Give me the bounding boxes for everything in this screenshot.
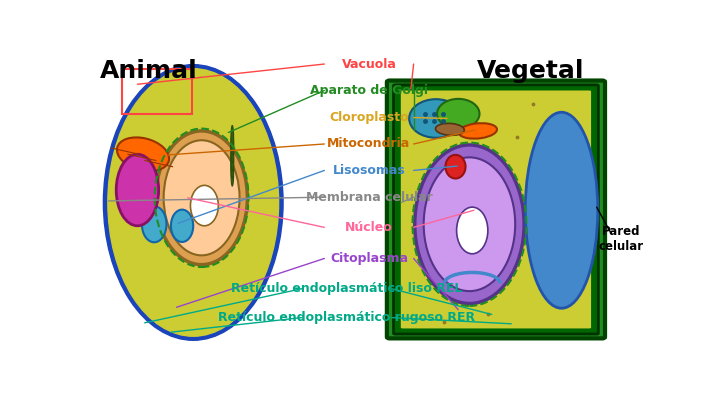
Ellipse shape — [423, 157, 516, 291]
Text: Cloroplasto: Cloroplasto — [329, 111, 409, 124]
Text: Mitocondria: Mitocondria — [328, 137, 410, 150]
Ellipse shape — [231, 157, 234, 186]
Bar — [122, 69, 192, 114]
FancyBboxPatch shape — [387, 80, 605, 339]
FancyBboxPatch shape — [401, 90, 591, 328]
Ellipse shape — [456, 207, 488, 254]
Text: Lisosomas: Lisosomas — [333, 164, 405, 177]
Ellipse shape — [117, 137, 169, 171]
Text: Vacuola: Vacuola — [341, 57, 397, 71]
Text: Aparato de Golgi: Aparato de Golgi — [310, 84, 428, 97]
Ellipse shape — [171, 210, 193, 242]
Ellipse shape — [436, 123, 464, 135]
Text: Retículo endoplasmático liso REL: Retículo endoplasmático liso REL — [231, 282, 462, 295]
Ellipse shape — [231, 149, 234, 178]
Ellipse shape — [156, 131, 248, 265]
Ellipse shape — [116, 154, 158, 226]
Text: Retículo endoplasmático rugoso RER: Retículo endoplasmático rugoso RER — [218, 311, 475, 324]
Ellipse shape — [231, 141, 234, 170]
Ellipse shape — [108, 69, 279, 336]
Ellipse shape — [415, 145, 524, 303]
Ellipse shape — [459, 123, 497, 139]
Text: Citoplasma: Citoplasma — [330, 252, 408, 265]
Ellipse shape — [142, 206, 166, 242]
Text: Pared
celular: Pared celular — [598, 225, 644, 253]
Ellipse shape — [191, 185, 218, 226]
Ellipse shape — [437, 99, 480, 129]
Ellipse shape — [526, 112, 598, 308]
Ellipse shape — [104, 65, 283, 340]
Ellipse shape — [231, 126, 234, 155]
FancyBboxPatch shape — [394, 85, 598, 334]
Text: Vegetal: Vegetal — [477, 59, 585, 83]
Text: Núcleo: Núcleo — [345, 221, 393, 234]
Ellipse shape — [446, 155, 466, 179]
Ellipse shape — [163, 140, 240, 255]
Text: Animal: Animal — [99, 59, 197, 83]
Ellipse shape — [409, 99, 463, 138]
Text: Membrana celular: Membrana celular — [305, 191, 433, 204]
Ellipse shape — [231, 133, 234, 163]
